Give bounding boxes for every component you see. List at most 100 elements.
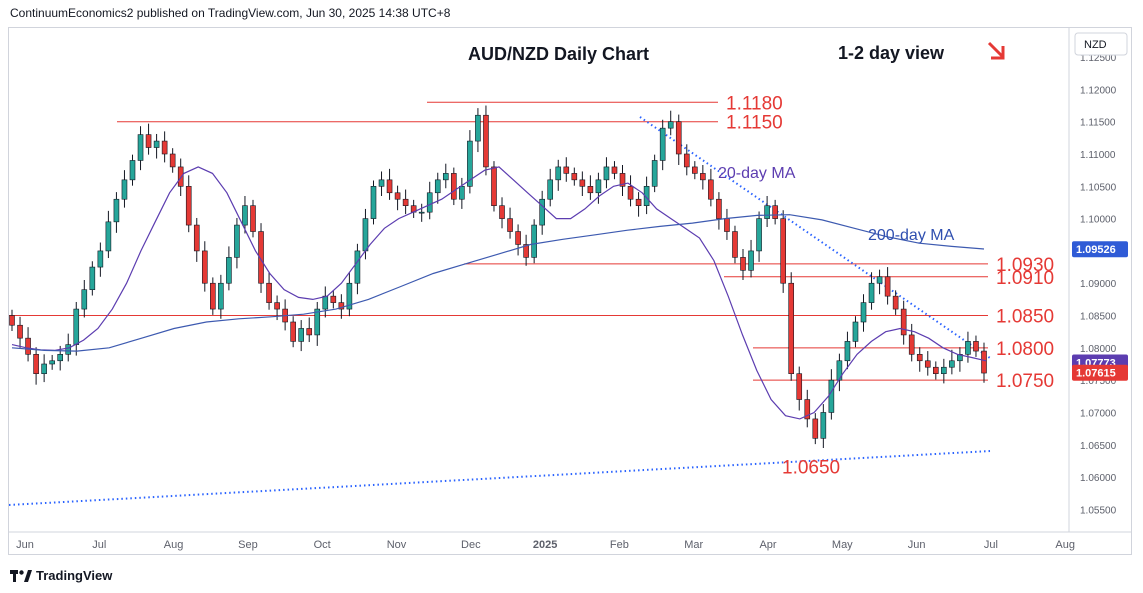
y-tick-label: 1.10500 [1080, 182, 1117, 193]
candle-down [916, 354, 923, 362]
chart-title: AUD/NZD Daily Chart [468, 44, 649, 64]
candle-down [386, 179, 393, 194]
price-tag-label: 1.07615 [1076, 368, 1116, 380]
candle-down [483, 114, 489, 168]
view-subtitle: 1-2 day view [838, 43, 945, 63]
y-tick-label: 1.08500 [1080, 312, 1117, 323]
candle-up [531, 224, 537, 258]
candle-down [274, 302, 280, 310]
candle-down [981, 350, 987, 374]
y-tick-label: 1.11500 [1080, 118, 1116, 129]
candle-up [949, 360, 955, 368]
candle-up [322, 295, 329, 310]
candle-down [290, 321, 296, 342]
x-tick-label: Aug [164, 539, 184, 551]
candle-down [266, 282, 272, 303]
candle-down [933, 366, 939, 374]
candle-up [89, 266, 96, 290]
y-tick-label: 1.10000 [1080, 215, 1117, 226]
candle-up [354, 250, 361, 284]
candle-down [185, 186, 192, 226]
x-tick-label: Jun [16, 539, 34, 551]
tradingview-icon [10, 569, 32, 582]
y-tick-label: 1.07000 [1080, 408, 1117, 419]
svg-text:NZD: NZD [1084, 39, 1107, 51]
candle-up [137, 134, 144, 161]
chart-frame [8, 27, 1132, 555]
price-tag [1072, 364, 1128, 381]
candle-up [378, 179, 385, 187]
x-tick-label: Feb [610, 539, 629, 551]
candle-down [587, 186, 594, 194]
level-label: 1.1180 [726, 93, 783, 114]
candle-up [370, 186, 377, 219]
candle-down [17, 324, 23, 339]
candle-up [965, 341, 971, 355]
tradingview-logo[interactable]: TradingView [10, 568, 112, 583]
candles [9, 105, 987, 448]
candle-down [33, 354, 39, 374]
candle-down [330, 295, 337, 303]
candle-up [121, 179, 128, 200]
candle-down [908, 334, 915, 355]
ma20-line [11, 166, 987, 420]
candle-up [362, 218, 369, 252]
candle-down [161, 140, 168, 155]
candle-down [732, 231, 738, 258]
candle-down [338, 302, 345, 310]
currency-button[interactable]: NZD [1074, 32, 1128, 56]
x-tick-label: Jul [92, 539, 106, 551]
candle-down [611, 166, 618, 174]
candle-up [868, 282, 875, 303]
candle-up [57, 354, 63, 362]
candle-down [884, 276, 891, 297]
candle-down [812, 418, 819, 439]
candle-up [475, 114, 481, 142]
y-tick-label: 1.08000 [1080, 344, 1117, 355]
candle-up [298, 328, 304, 342]
candle-down [201, 250, 208, 284]
support-trendline [8, 450, 991, 506]
footer-brand: TradingView [36, 568, 113, 583]
candle-down [210, 282, 216, 310]
x-tick-label: Jun [908, 539, 926, 551]
candle-down [780, 218, 786, 284]
x-tick-label: Jul [984, 539, 998, 551]
trendlines [8, 116, 991, 506]
candle-down [499, 205, 505, 219]
candle-up [81, 289, 88, 310]
candle-up [65, 344, 72, 355]
candle-up [97, 250, 104, 268]
candle-down [306, 328, 313, 336]
y-tick-label: 1.06500 [1080, 441, 1117, 452]
level-label: 1.0910 [996, 268, 1054, 289]
candle-up [643, 186, 650, 206]
candle-up [242, 205, 248, 226]
moving-averages [11, 166, 987, 420]
y-tick-label: 1.12000 [1080, 85, 1117, 96]
candle-down [258, 231, 264, 284]
candle-up [41, 363, 47, 374]
x-tick-label: Dec [461, 539, 481, 551]
candle-down [716, 198, 722, 219]
candle-down [579, 179, 586, 187]
candle-down [250, 205, 256, 232]
candle-down [900, 308, 907, 336]
candle-down [169, 153, 176, 168]
candle-down [683, 153, 690, 168]
candle-up [49, 360, 55, 365]
candle-up [153, 140, 160, 148]
x-tick-label: Aug [1055, 539, 1075, 551]
support-resistance-levels [9, 101, 988, 381]
candle-up [876, 276, 883, 284]
candle-up [547, 179, 554, 200]
candle-up [941, 366, 947, 374]
candle-down [772, 205, 778, 219]
candle-up [555, 166, 562, 181]
y-tick-label: 1.12500 [1080, 53, 1117, 64]
candle-up [105, 221, 112, 252]
y-tick-label: 1.11000 [1080, 150, 1116, 161]
ma20-label: 20-day MA [718, 165, 796, 182]
